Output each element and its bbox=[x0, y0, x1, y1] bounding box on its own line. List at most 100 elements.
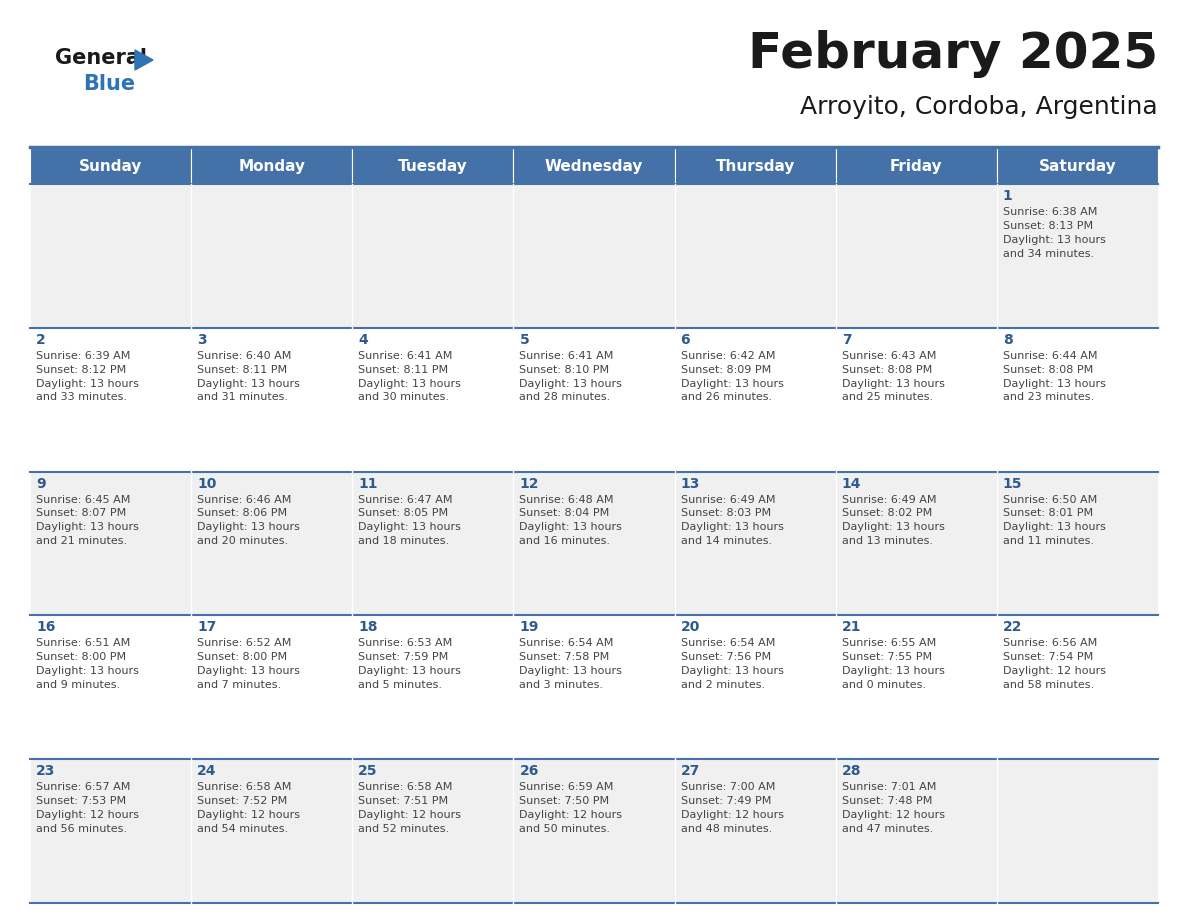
Text: Sunset: 7:51 PM: Sunset: 7:51 PM bbox=[359, 796, 448, 806]
Text: 13: 13 bbox=[681, 476, 700, 490]
Text: Wednesday: Wednesday bbox=[545, 159, 643, 174]
Text: Sunday: Sunday bbox=[78, 159, 143, 174]
Bar bbox=[997, 759, 1158, 903]
Text: Sunrise: 6:39 AM: Sunrise: 6:39 AM bbox=[36, 351, 131, 361]
Text: and 7 minutes.: and 7 minutes. bbox=[197, 680, 282, 690]
Text: Daylight: 12 hours: Daylight: 12 hours bbox=[681, 810, 784, 820]
Bar bbox=[30, 615, 191, 759]
Text: Sunrise: 6:59 AM: Sunrise: 6:59 AM bbox=[519, 782, 614, 792]
Text: Sunrise: 7:00 AM: Sunrise: 7:00 AM bbox=[681, 782, 775, 792]
Text: 16: 16 bbox=[36, 621, 56, 634]
Text: and 48 minutes.: and 48 minutes. bbox=[681, 823, 772, 834]
Text: Daylight: 12 hours: Daylight: 12 hours bbox=[197, 810, 301, 820]
Bar bbox=[191, 148, 353, 184]
Text: Daylight: 13 hours: Daylight: 13 hours bbox=[36, 522, 139, 532]
Text: Sunrise: 6:41 AM: Sunrise: 6:41 AM bbox=[519, 351, 614, 361]
Text: and 26 minutes.: and 26 minutes. bbox=[681, 393, 772, 402]
Text: Sunrise: 6:53 AM: Sunrise: 6:53 AM bbox=[359, 638, 453, 648]
Text: and 13 minutes.: and 13 minutes. bbox=[842, 536, 933, 546]
Bar bbox=[997, 328, 1158, 472]
Text: and 25 minutes.: and 25 minutes. bbox=[842, 393, 933, 402]
Text: Sunrise: 6:50 AM: Sunrise: 6:50 AM bbox=[1003, 495, 1097, 505]
Text: Sunrise: 6:47 AM: Sunrise: 6:47 AM bbox=[359, 495, 453, 505]
Text: Sunset: 8:07 PM: Sunset: 8:07 PM bbox=[36, 509, 126, 519]
Bar bbox=[191, 759, 353, 903]
Text: and 18 minutes.: and 18 minutes. bbox=[359, 536, 449, 546]
Text: and 2 minutes.: and 2 minutes. bbox=[681, 680, 765, 690]
Text: Sunset: 7:56 PM: Sunset: 7:56 PM bbox=[681, 653, 771, 662]
Text: Daylight: 12 hours: Daylight: 12 hours bbox=[842, 810, 944, 820]
Text: Sunset: 7:49 PM: Sunset: 7:49 PM bbox=[681, 796, 771, 806]
Text: Sunset: 8:10 PM: Sunset: 8:10 PM bbox=[519, 364, 609, 375]
Text: 24: 24 bbox=[197, 764, 216, 778]
Bar bbox=[30, 472, 191, 615]
Bar bbox=[191, 472, 353, 615]
Text: 4: 4 bbox=[359, 333, 368, 347]
Bar bbox=[30, 328, 191, 472]
Bar bbox=[353, 328, 513, 472]
Text: General: General bbox=[55, 48, 147, 68]
Text: 5: 5 bbox=[519, 333, 529, 347]
Text: Sunrise: 6:52 AM: Sunrise: 6:52 AM bbox=[197, 638, 291, 648]
Bar bbox=[997, 615, 1158, 759]
Polygon shape bbox=[135, 50, 153, 70]
Text: Arroyito, Cordoba, Argentina: Arroyito, Cordoba, Argentina bbox=[801, 95, 1158, 119]
Text: Sunrise: 6:54 AM: Sunrise: 6:54 AM bbox=[681, 638, 775, 648]
Text: and 23 minutes.: and 23 minutes. bbox=[1003, 393, 1094, 402]
Text: Daylight: 13 hours: Daylight: 13 hours bbox=[1003, 378, 1106, 388]
Text: Sunrise: 6:51 AM: Sunrise: 6:51 AM bbox=[36, 638, 131, 648]
Text: Monday: Monday bbox=[239, 159, 305, 174]
Bar bbox=[835, 184, 997, 328]
Text: and 28 minutes.: and 28 minutes. bbox=[519, 393, 611, 402]
Text: Sunset: 7:52 PM: Sunset: 7:52 PM bbox=[197, 796, 287, 806]
Text: Sunrise: 6:46 AM: Sunrise: 6:46 AM bbox=[197, 495, 291, 505]
Text: and 20 minutes.: and 20 minutes. bbox=[197, 536, 289, 546]
Text: Sunset: 8:08 PM: Sunset: 8:08 PM bbox=[842, 364, 931, 375]
Text: Tuesday: Tuesday bbox=[398, 159, 468, 174]
Text: Sunset: 8:00 PM: Sunset: 8:00 PM bbox=[197, 653, 287, 662]
Text: Sunset: 7:55 PM: Sunset: 7:55 PM bbox=[842, 653, 931, 662]
Text: Daylight: 13 hours: Daylight: 13 hours bbox=[519, 378, 623, 388]
Bar bbox=[835, 759, 997, 903]
Text: Sunrise: 6:38 AM: Sunrise: 6:38 AM bbox=[1003, 207, 1098, 217]
Text: 7: 7 bbox=[842, 333, 852, 347]
Text: Daylight: 12 hours: Daylight: 12 hours bbox=[519, 810, 623, 820]
Text: Sunset: 8:00 PM: Sunset: 8:00 PM bbox=[36, 653, 126, 662]
Text: Daylight: 13 hours: Daylight: 13 hours bbox=[359, 378, 461, 388]
Text: and 34 minutes.: and 34 minutes. bbox=[1003, 249, 1094, 259]
Text: 23: 23 bbox=[36, 764, 56, 778]
Text: Daylight: 12 hours: Daylight: 12 hours bbox=[36, 810, 139, 820]
Text: Daylight: 12 hours: Daylight: 12 hours bbox=[1003, 666, 1106, 677]
Text: and 9 minutes.: and 9 minutes. bbox=[36, 680, 120, 690]
Text: Sunset: 8:06 PM: Sunset: 8:06 PM bbox=[197, 509, 287, 519]
Bar bbox=[30, 759, 191, 903]
Text: Sunrise: 6:54 AM: Sunrise: 6:54 AM bbox=[519, 638, 614, 648]
Text: and 58 minutes.: and 58 minutes. bbox=[1003, 680, 1094, 690]
Bar bbox=[997, 472, 1158, 615]
Text: 22: 22 bbox=[1003, 621, 1023, 634]
Text: Daylight: 13 hours: Daylight: 13 hours bbox=[197, 378, 301, 388]
Bar bbox=[675, 759, 835, 903]
Text: 10: 10 bbox=[197, 476, 216, 490]
Text: Sunset: 7:58 PM: Sunset: 7:58 PM bbox=[519, 653, 609, 662]
Text: Daylight: 13 hours: Daylight: 13 hours bbox=[681, 522, 783, 532]
Bar bbox=[353, 615, 513, 759]
Text: Sunrise: 6:40 AM: Sunrise: 6:40 AM bbox=[197, 351, 291, 361]
Bar bbox=[30, 148, 191, 184]
Text: 14: 14 bbox=[842, 476, 861, 490]
Bar bbox=[513, 472, 675, 615]
Text: 1: 1 bbox=[1003, 189, 1012, 203]
Text: 18: 18 bbox=[359, 621, 378, 634]
Text: Sunrise: 6:48 AM: Sunrise: 6:48 AM bbox=[519, 495, 614, 505]
Text: 9: 9 bbox=[36, 476, 45, 490]
Text: Daylight: 13 hours: Daylight: 13 hours bbox=[842, 522, 944, 532]
Text: Sunset: 8:03 PM: Sunset: 8:03 PM bbox=[681, 509, 771, 519]
Text: Thursday: Thursday bbox=[715, 159, 795, 174]
Text: and 21 minutes.: and 21 minutes. bbox=[36, 536, 127, 546]
Text: 20: 20 bbox=[681, 621, 700, 634]
Text: Sunset: 7:54 PM: Sunset: 7:54 PM bbox=[1003, 653, 1093, 662]
Text: 28: 28 bbox=[842, 764, 861, 778]
Bar bbox=[835, 472, 997, 615]
Text: 26: 26 bbox=[519, 764, 539, 778]
Text: Sunrise: 6:44 AM: Sunrise: 6:44 AM bbox=[1003, 351, 1098, 361]
